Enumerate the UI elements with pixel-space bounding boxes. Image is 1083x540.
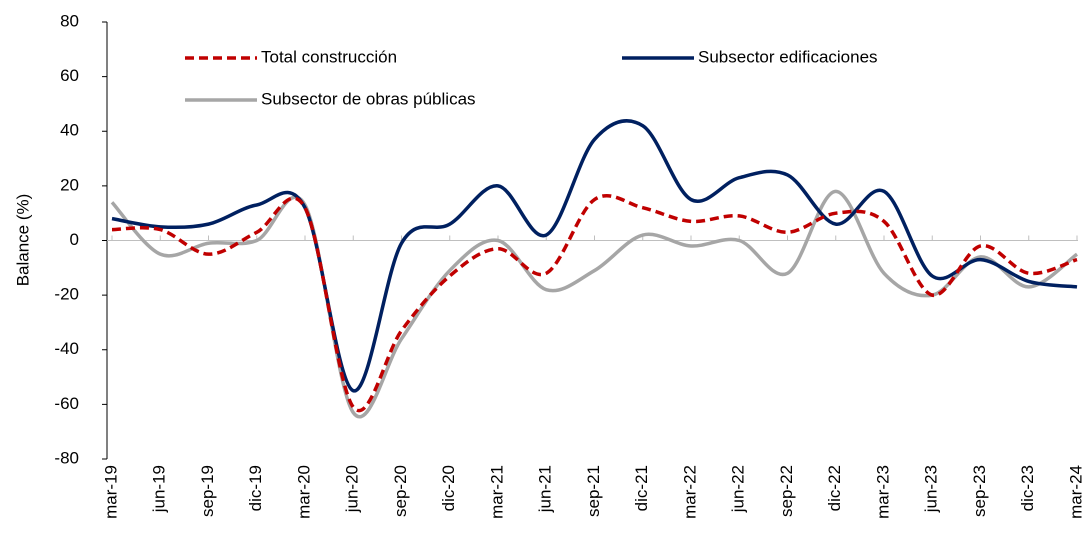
x-tick-label: jun-20 <box>343 465 362 513</box>
legend-label: Subsector edificaciones <box>698 47 878 66</box>
series-line <box>111 119 1078 393</box>
x-tick-label: jun-22 <box>729 465 748 513</box>
x-tick-label: mar-20 <box>294 465 313 519</box>
y-tick-label: 60 <box>60 66 79 85</box>
y-axis-label: Balance (%) <box>13 194 32 287</box>
x-tick-label: sep-22 <box>777 465 796 517</box>
x-tick-label: dic-19 <box>246 465 265 511</box>
legend-label: Subsector de obras públicas <box>261 89 476 108</box>
x-tick-label: sep-19 <box>198 465 217 517</box>
x-tick-label: jun-23 <box>922 465 941 513</box>
y-tick-label: 80 <box>60 11 79 30</box>
legend-label: Total construcción <box>261 47 397 66</box>
y-tick-label: -40 <box>54 339 79 358</box>
x-tick-label: sep-21 <box>584 465 603 517</box>
x-tick-label: jun-21 <box>536 465 555 513</box>
x-tick-label: mar-21 <box>487 465 506 519</box>
x-tick-label: mar-23 <box>873 465 892 519</box>
y-tick-label: -20 <box>54 285 79 304</box>
y-tick-label: -60 <box>54 394 79 413</box>
x-tick-label: jun-19 <box>150 465 169 513</box>
y-tick-label: 40 <box>60 121 79 140</box>
y-tick-label: 20 <box>60 175 79 194</box>
x-tick-label: mar-22 <box>680 465 699 519</box>
series-line <box>110 189 1079 419</box>
x-tick-label: dic-20 <box>439 465 458 511</box>
x-tick-label: sep-23 <box>970 465 989 517</box>
x-tick-label: dic-22 <box>825 465 844 511</box>
x-tick-label: sep-20 <box>391 465 410 517</box>
y-tick-label: -80 <box>54 448 79 467</box>
x-tick-label: dic-21 <box>632 465 651 511</box>
x-tick-label: mar-19 <box>101 465 120 519</box>
x-tick-label: dic-23 <box>1018 465 1037 511</box>
x-tick-label: mar-24 <box>1066 465 1083 519</box>
series-line <box>111 193 1078 413</box>
y-tick-label: 0 <box>70 230 79 249</box>
